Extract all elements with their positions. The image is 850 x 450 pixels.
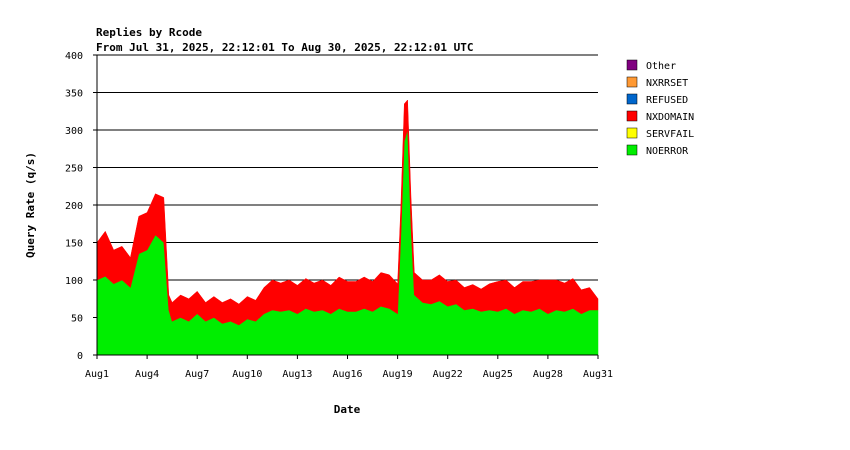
legend-label-noerror: NOERROR [646, 146, 689, 157]
y-axis-ticks: 0 50 100 150 200 250 300 350 400 [65, 51, 97, 362]
legend-swatch-nxrrset [626, 76, 638, 88]
chart-title: Replies by Rcode [96, 26, 202, 39]
y-tick-label: 300 [65, 126, 83, 137]
x-axis-ticks: Aug1 Aug4 Aug7 Aug10 Aug13 Aug16 Aug19 Aug22 Aug… [85, 355, 613, 380]
chart-subtitle: From Jul 31, 2025, 22:12:01 To Aug 30, 2… [96, 41, 474, 54]
y-tick-label: 200 [65, 201, 83, 212]
x-tick-label: Aug25 [483, 369, 513, 380]
legend-swatch-noerror [626, 144, 638, 156]
x-tick-label: Aug19 [383, 369, 413, 380]
legend-label-refused: REFUSED [646, 95, 688, 106]
grid-lines [97, 54, 598, 318]
x-tick-label: Aug10 [232, 369, 262, 380]
x-tick-label: Aug31 [583, 369, 613, 380]
legend-swatch-nxdomain [626, 110, 638, 122]
y-tick-label: 50 [71, 314, 83, 325]
y-tick-label: 250 [65, 164, 83, 175]
legend-label-servfail: SERVFAIL [646, 129, 694, 140]
legend: Other NXRRSET REFUSED NXDOMAIN SERVFAIL NOERR… [626, 59, 694, 157]
x-tick-label: Aug16 [332, 369, 362, 380]
y-tick-label: 0 [77, 351, 83, 362]
legend-label-nxrrset: NXRRSET [646, 78, 688, 89]
x-axis-label: Date [334, 403, 361, 416]
x-tick-label: Aug4 [135, 369, 159, 380]
legend-label-nxdomain: NXDOMAIN [646, 112, 694, 123]
x-tick-label: Aug1 [85, 369, 109, 380]
stacked-series-layer [96, 99, 599, 356]
x-tick-label: Aug22 [433, 369, 463, 380]
legend-swatch-servfail [626, 127, 638, 139]
legend-swatch-refused [626, 93, 638, 105]
y-tick-label: 350 [65, 89, 83, 100]
series-area-nxdomain [96, 99, 599, 326]
legend-swatch-other [626, 59, 638, 71]
y-axis-label: Query Rate (q/s) [24, 152, 37, 258]
y-tick-label: 100 [65, 276, 83, 287]
y-tick-label: 150 [65, 239, 83, 250]
y-tick-label: 400 [65, 51, 83, 62]
x-tick-label: Aug13 [282, 369, 312, 380]
x-tick-label: Aug7 [185, 369, 209, 380]
x-tick-label: Aug28 [533, 369, 563, 380]
legend-label-other: Other [646, 61, 676, 72]
